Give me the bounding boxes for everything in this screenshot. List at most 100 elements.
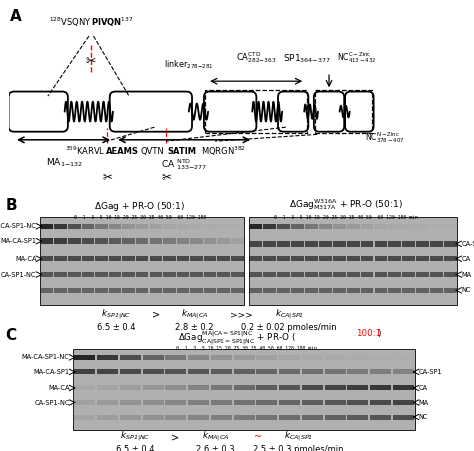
Bar xyxy=(416,224,429,229)
Bar xyxy=(305,224,318,229)
Bar xyxy=(95,272,108,277)
Text: 6.5 ± 0.4: 6.5 ± 0.4 xyxy=(116,445,155,451)
Bar xyxy=(291,256,304,262)
Bar xyxy=(41,256,54,262)
Bar xyxy=(190,288,203,293)
Bar xyxy=(402,256,415,262)
Text: $\Delta$Gag$^{\mathregular{MA|CA = SP1|NC}}_{\mathregular{CA|SP1 = SP1|NC}}$ + P: $\Delta$Gag$^{\mathregular{MA|CA = SP1|N… xyxy=(178,329,296,347)
Text: 0  1  3  5 10 15 20 25 30 35 40 50  60 120 180 min: 0 1 3 5 10 15 20 25 30 35 40 50 60 120 1… xyxy=(274,216,418,221)
Bar xyxy=(249,272,262,277)
Bar xyxy=(389,256,401,262)
Bar xyxy=(305,288,318,293)
Bar xyxy=(291,288,304,293)
Bar xyxy=(416,272,429,277)
Bar xyxy=(190,224,203,229)
Text: SATIM: SATIM xyxy=(167,147,196,156)
Text: >>>: >>> xyxy=(230,310,253,319)
Bar xyxy=(305,241,318,247)
Bar xyxy=(370,369,391,374)
Bar xyxy=(389,224,401,229)
Bar xyxy=(249,217,457,305)
Text: CA: CA xyxy=(461,256,470,262)
Bar xyxy=(55,288,67,293)
Bar xyxy=(165,355,186,360)
Bar xyxy=(277,241,290,247)
FancyBboxPatch shape xyxy=(9,92,68,132)
Bar xyxy=(211,386,232,391)
Bar xyxy=(74,369,95,374)
Bar xyxy=(109,256,121,262)
Bar xyxy=(73,349,415,430)
Bar xyxy=(325,369,346,374)
Bar xyxy=(218,239,230,244)
Bar xyxy=(333,272,346,277)
Bar xyxy=(393,400,414,405)
Bar xyxy=(347,369,368,374)
Bar xyxy=(315,90,372,133)
Bar xyxy=(305,272,318,277)
Bar xyxy=(279,414,300,419)
Bar xyxy=(149,288,162,293)
Text: CA: CA xyxy=(419,385,428,391)
Bar xyxy=(370,386,391,391)
Bar xyxy=(165,400,186,405)
Bar xyxy=(165,414,186,419)
Bar xyxy=(211,355,232,360)
Bar xyxy=(149,239,162,244)
Bar xyxy=(204,272,217,277)
Bar xyxy=(325,386,346,391)
Text: NC: NC xyxy=(461,287,471,293)
Bar xyxy=(82,224,94,229)
Text: $k_{\mathregular{MA|CA}}$: $k_{\mathregular{MA|CA}}$ xyxy=(202,430,229,444)
Bar xyxy=(374,241,387,247)
Bar xyxy=(333,288,346,293)
Bar xyxy=(389,241,401,247)
Bar xyxy=(256,400,277,405)
Text: 0  1  3  5 10 15 20 25 30 35 40 50  60 120 180: 0 1 3 5 10 15 20 25 30 35 40 50 60 120 1… xyxy=(73,216,206,221)
Bar xyxy=(393,386,414,391)
Bar xyxy=(41,224,54,229)
Text: PIVQN$^{137}$: PIVQN$^{137}$ xyxy=(91,16,134,29)
Bar xyxy=(264,224,276,229)
Bar xyxy=(122,272,135,277)
Bar xyxy=(249,224,262,229)
Text: A: A xyxy=(9,9,21,24)
Bar xyxy=(177,288,189,293)
Bar xyxy=(361,224,374,229)
Bar xyxy=(163,256,176,262)
Text: ): ) xyxy=(377,329,381,338)
Bar xyxy=(291,272,304,277)
Bar xyxy=(249,241,262,247)
Bar xyxy=(333,256,346,262)
Text: MA: MA xyxy=(419,400,428,405)
Text: $k_{\mathregular{MA|CA}}$: $k_{\mathregular{MA|CA}}$ xyxy=(181,308,208,322)
Bar xyxy=(136,288,148,293)
Bar xyxy=(264,241,276,247)
Bar xyxy=(74,400,95,405)
Bar xyxy=(361,272,374,277)
Text: B: B xyxy=(6,198,18,212)
Bar xyxy=(444,272,457,277)
Bar xyxy=(97,386,118,391)
Bar xyxy=(393,414,414,419)
Bar xyxy=(416,288,429,293)
Bar xyxy=(40,217,244,305)
Text: MA-CA-SP1-NC: MA-CA-SP1-NC xyxy=(0,223,36,229)
Bar xyxy=(416,256,429,262)
Bar xyxy=(361,288,374,293)
Bar xyxy=(165,369,186,374)
Bar xyxy=(347,386,368,391)
Bar xyxy=(55,272,67,277)
Bar xyxy=(177,239,189,244)
Bar xyxy=(279,355,300,360)
Bar xyxy=(325,355,346,360)
Bar xyxy=(279,400,300,405)
Text: $\Delta$Gag + PR-O (50:1): $\Delta$Gag + PR-O (50:1) xyxy=(94,200,185,213)
Bar xyxy=(95,239,108,244)
Bar xyxy=(302,386,323,391)
Bar xyxy=(231,256,244,262)
Bar xyxy=(218,224,230,229)
Bar xyxy=(389,272,401,277)
Text: QVTN: QVTN xyxy=(140,147,164,156)
Bar xyxy=(95,256,108,262)
